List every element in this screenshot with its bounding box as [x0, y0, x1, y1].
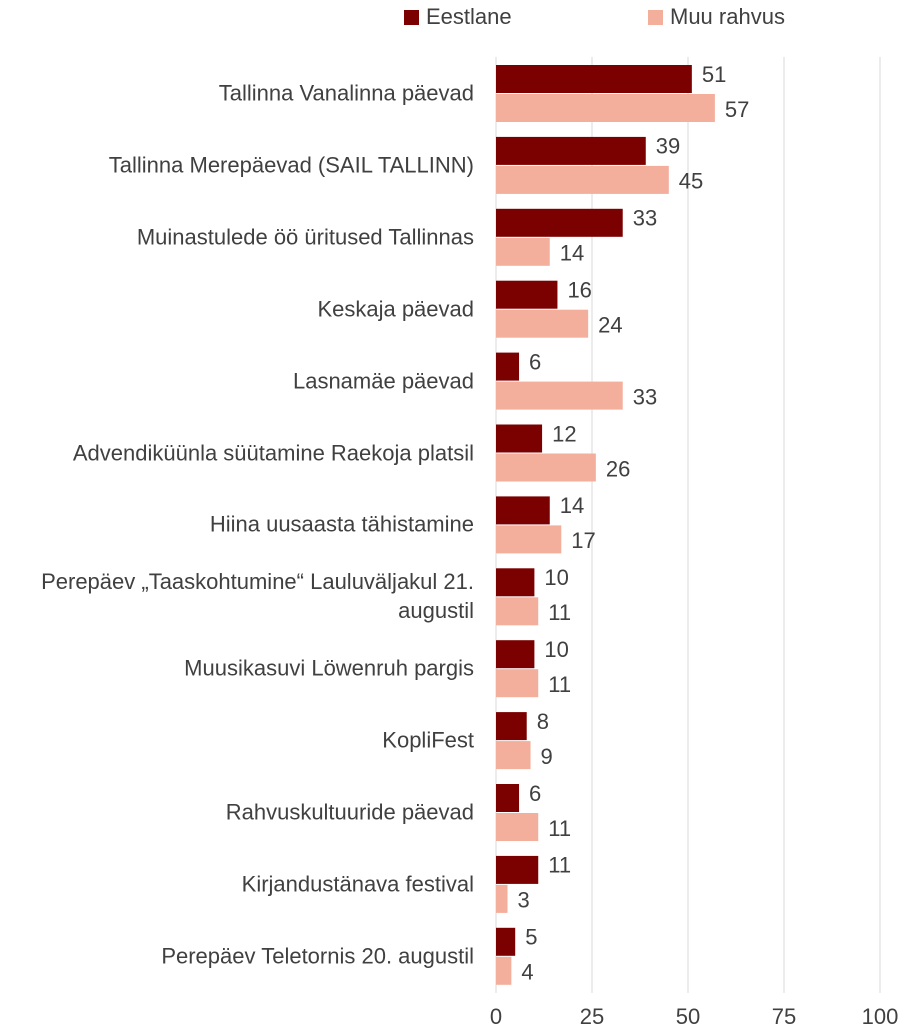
data-label: 17: [571, 528, 595, 553]
data-label: 12: [552, 421, 576, 446]
bar: [496, 352, 520, 381]
bar: [496, 927, 516, 956]
data-label: 14: [560, 241, 584, 266]
legend-swatch: [648, 10, 663, 25]
x-tick-label: 50: [676, 1004, 700, 1029]
data-label: 51: [702, 62, 726, 87]
bar: [496, 237, 550, 266]
bar: [496, 884, 508, 913]
category-label: Kirjandustänava festival: [241, 871, 474, 897]
bar: [496, 813, 539, 841]
category-label: Muusikasuvi Löwenruh pargis: [184, 655, 474, 681]
legend-label: Eestlane: [426, 4, 512, 29]
bar: [496, 597, 539, 626]
data-label: 11: [548, 853, 571, 878]
bar: [496, 208, 623, 237]
category-label: Perepäev „Taaskohtumine“ Lauluväljakul 2…: [41, 569, 474, 624]
bar: [496, 784, 520, 812]
data-label: 8: [537, 709, 549, 734]
bar: [496, 855, 539, 884]
category-label: Tallinna Merepäevad (SAIL TALLINN): [108, 152, 474, 178]
bar: [496, 94, 715, 122]
data-label: 24: [598, 313, 622, 338]
category-label: Lasnamäe päevad: [292, 368, 474, 394]
bar: [496, 309, 589, 338]
bar: [496, 496, 550, 525]
data-label: 10: [544, 565, 568, 590]
data-label: 14: [560, 493, 584, 518]
data-label: 11: [548, 672, 571, 697]
bar: [496, 956, 512, 985]
legend-swatch: [404, 10, 419, 25]
x-tick-label: 25: [580, 1004, 604, 1029]
data-label: 9: [541, 744, 553, 769]
bar: [496, 136, 646, 165]
data-label: 4: [521, 960, 533, 985]
data-label: 33: [633, 206, 657, 231]
data-label: 3: [518, 888, 530, 913]
data-label: 11: [548, 600, 571, 625]
category-label: Tallinna Vanalinna päevad: [218, 80, 474, 106]
data-label: 26: [606, 456, 630, 481]
category-label: Keskaja päevad: [317, 296, 474, 322]
bar: [496, 568, 535, 597]
bar: [496, 453, 596, 482]
bar: [496, 381, 623, 410]
data-label: 6: [529, 781, 541, 806]
bar: [496, 165, 669, 194]
data-label: 10: [544, 637, 568, 662]
data-label: 33: [633, 384, 657, 409]
bar: [496, 424, 543, 453]
data-label: 57: [725, 97, 749, 122]
category-label: Perepäev Teletornis 20. augustil: [161, 943, 474, 969]
data-label: 11: [548, 816, 571, 841]
x-tick-label: 75: [772, 1004, 796, 1029]
category-label: Advendiküünla süütamine Raekoja platsil: [72, 440, 474, 465]
bar: [496, 525, 562, 554]
category-label: Rahvuskultuuride päevad: [225, 799, 474, 825]
data-label: 16: [567, 278, 591, 303]
bar: [496, 741, 531, 770]
bar: [496, 65, 692, 93]
data-label: 45: [679, 169, 703, 194]
category-label: Muinastulede öö üritused Tallinnas: [136, 224, 474, 250]
bar: [496, 640, 535, 669]
data-label: 39: [656, 134, 680, 159]
data-label: 6: [529, 349, 541, 374]
legend-label: Muu rahvus: [670, 4, 785, 29]
x-tick-label: 100: [862, 1004, 899, 1029]
bar: [496, 280, 558, 309]
category-label: KopliFest: [382, 727, 474, 753]
bar: [496, 712, 527, 741]
data-label: 5: [525, 925, 537, 950]
category-label: Hiina uusaasta tähistamine: [209, 511, 474, 537]
bar: [496, 669, 539, 698]
x-tick-label: 0: [490, 1004, 502, 1029]
